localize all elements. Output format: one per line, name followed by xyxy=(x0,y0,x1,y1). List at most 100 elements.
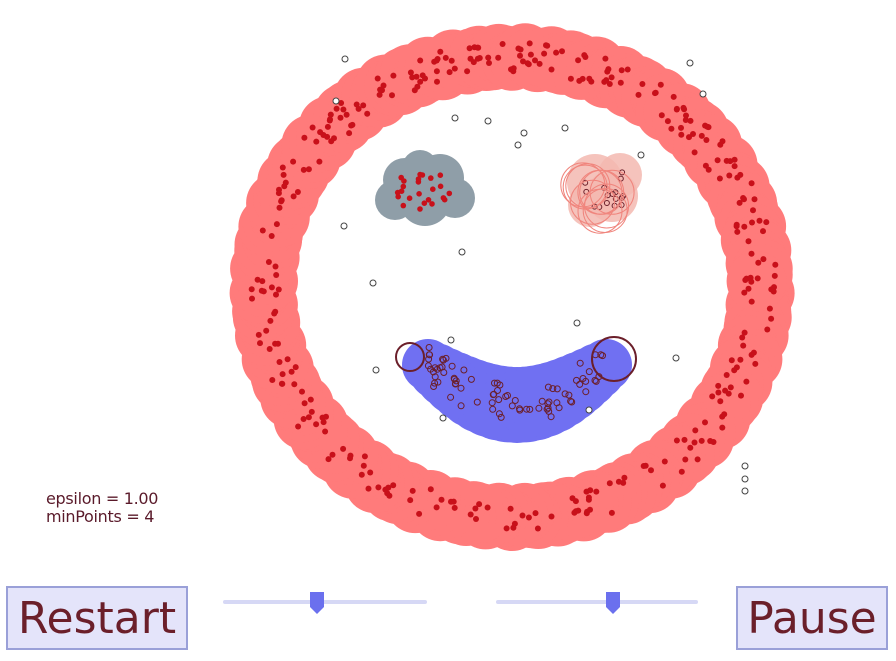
core-point xyxy=(720,138,726,144)
core-point xyxy=(273,272,279,278)
core-point xyxy=(602,56,608,62)
core-point xyxy=(434,504,440,510)
noise-point xyxy=(742,463,748,469)
pause-button[interactable]: Pause xyxy=(736,586,888,650)
core-point xyxy=(377,92,383,98)
noise-point xyxy=(459,249,465,255)
core-point xyxy=(439,497,445,503)
noise-point xyxy=(521,130,527,136)
core-point xyxy=(291,381,297,387)
core-point xyxy=(324,134,330,140)
core-point xyxy=(528,52,534,58)
core-point xyxy=(517,53,523,59)
noise-point xyxy=(700,91,706,97)
core-point xyxy=(417,172,423,178)
core-point xyxy=(678,125,684,131)
minpoints-slider-thumb[interactable] xyxy=(605,590,621,616)
core-point xyxy=(325,124,331,130)
core-point xyxy=(731,367,737,373)
core-point xyxy=(671,94,677,100)
core-point xyxy=(269,233,275,239)
noise-point xyxy=(742,488,748,494)
cluster-regions xyxy=(230,23,795,551)
core-point xyxy=(734,175,740,181)
core-point xyxy=(715,383,721,389)
core-point xyxy=(520,513,526,519)
core-point xyxy=(703,137,709,143)
core-point xyxy=(271,311,277,317)
core-point xyxy=(586,76,592,82)
core-point xyxy=(660,483,666,489)
core-point xyxy=(674,438,680,444)
epsilon-slider-thumb[interactable] xyxy=(309,590,325,616)
core-point xyxy=(495,55,501,61)
noise-point xyxy=(687,60,693,66)
epsilon-slider[interactable] xyxy=(223,590,427,614)
noise-point xyxy=(574,320,580,326)
core-point xyxy=(510,525,516,531)
core-point xyxy=(389,92,395,98)
core-point xyxy=(309,409,315,415)
core-point xyxy=(428,486,434,492)
core-point xyxy=(476,501,482,507)
core-point xyxy=(508,66,514,72)
core-point xyxy=(757,218,763,224)
core-point xyxy=(749,220,755,226)
core-point xyxy=(749,180,755,186)
core-point xyxy=(541,51,547,57)
noise-point xyxy=(485,118,491,124)
core-point xyxy=(395,190,401,196)
core-point xyxy=(575,57,581,63)
core-point xyxy=(295,424,301,430)
core-point xyxy=(533,510,539,516)
core-point xyxy=(724,372,730,378)
core-point xyxy=(334,106,340,112)
core-point xyxy=(257,340,263,346)
core-point xyxy=(683,113,689,119)
core-point xyxy=(274,221,280,227)
core-point xyxy=(434,68,440,74)
core-point xyxy=(390,482,396,488)
restart-button[interactable]: Restart xyxy=(6,586,188,650)
core-point xyxy=(767,306,773,312)
core-point xyxy=(742,277,748,283)
core-point xyxy=(662,459,668,465)
core-point xyxy=(619,67,625,73)
core-point xyxy=(742,330,748,336)
core-point xyxy=(301,416,307,422)
core-point xyxy=(682,437,688,443)
core-point xyxy=(752,196,758,202)
core-point xyxy=(280,371,286,377)
core-point xyxy=(410,488,416,494)
core-point xyxy=(313,421,319,427)
core-point xyxy=(605,66,611,72)
core-point xyxy=(709,393,715,399)
epsilon-readout: epsilon = 1.00 xyxy=(46,490,158,508)
core-point xyxy=(721,411,727,417)
core-point xyxy=(362,453,368,459)
core-point xyxy=(260,228,266,234)
core-point xyxy=(447,191,453,197)
core-point xyxy=(679,469,685,475)
core-point xyxy=(317,129,323,135)
core-point xyxy=(289,369,295,375)
core-point xyxy=(703,163,709,169)
core-point xyxy=(702,123,708,129)
noise-point xyxy=(452,115,458,121)
core-point xyxy=(308,397,314,403)
core-point xyxy=(281,172,287,178)
core-point xyxy=(361,463,367,469)
core-point xyxy=(746,238,752,244)
core-point xyxy=(719,425,725,431)
core-point xyxy=(593,489,599,495)
core-point xyxy=(553,50,559,56)
core-point xyxy=(301,135,307,141)
core-point xyxy=(734,229,740,235)
minpoints-slider[interactable] xyxy=(496,590,698,614)
core-point xyxy=(273,264,279,270)
core-point xyxy=(306,166,312,172)
core-point xyxy=(549,514,555,520)
noise-point xyxy=(440,415,446,421)
core-point xyxy=(687,445,693,451)
core-point xyxy=(448,499,454,505)
